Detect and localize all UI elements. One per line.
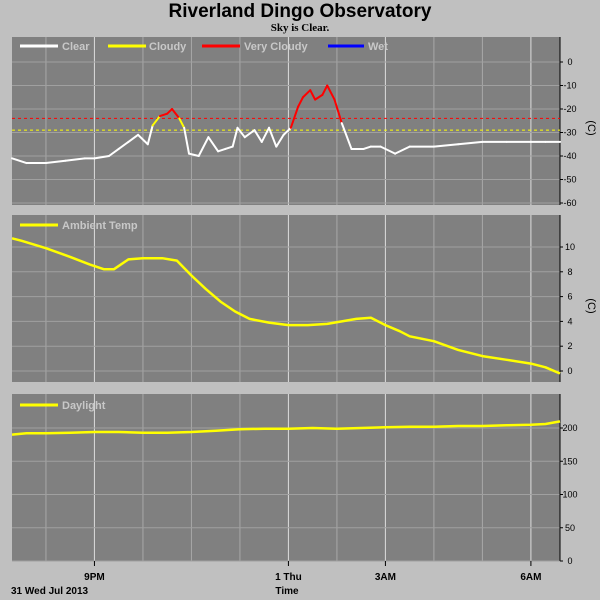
legend-wet: Wet xyxy=(368,41,388,53)
sky-temp-segment xyxy=(457,140,484,146)
daylight-legend: Daylight xyxy=(20,400,106,412)
sky-temp-segment xyxy=(282,126,292,136)
legend-very-cloudy: Very Cloudy xyxy=(244,41,308,53)
ytick-label: 200 xyxy=(562,423,577,433)
sky-temp-segment xyxy=(178,117,186,129)
date-label: 31 Wed Jul 2013 xyxy=(11,586,89,597)
sky-temp-segment xyxy=(107,147,120,157)
sky-temp-segment xyxy=(117,140,130,150)
sky-temp-segment xyxy=(158,112,169,118)
ambient-temp-line xyxy=(11,237,561,375)
sky-temp-segment xyxy=(394,145,411,155)
sky-temp-segment xyxy=(197,136,210,157)
ytick-label: -10 xyxy=(563,81,576,91)
data-marks xyxy=(11,84,561,436)
sky-panel-bg xyxy=(12,37,560,205)
page-title: Riverland Dingo Observatory xyxy=(168,1,432,22)
sky-temp-segment xyxy=(260,126,271,143)
sky-temp-segment xyxy=(166,108,174,115)
sky-temp-segment xyxy=(333,98,343,125)
ytick-label: -60 xyxy=(563,198,576,208)
sky-temp-segment xyxy=(432,143,460,148)
ytick-label: 0 xyxy=(567,57,572,67)
sky-temp-segment xyxy=(93,155,110,160)
sky-temp-segment xyxy=(11,157,28,165)
sky-temp-segment xyxy=(64,157,86,162)
sky-temp-segment xyxy=(297,96,304,108)
sky-temp-segment xyxy=(314,93,324,101)
sky-temp-segment xyxy=(379,145,397,155)
ambient-ylabel: (C) xyxy=(585,298,597,313)
sky-temp-segment xyxy=(236,126,246,139)
sky-temp-segment xyxy=(231,126,239,148)
sky-temp-segment xyxy=(217,147,227,153)
daylight-panel-bg xyxy=(12,394,560,561)
x-axis-label: Time xyxy=(275,586,299,597)
ytick-label: -50 xyxy=(563,175,576,185)
sky-temp-segment xyxy=(326,84,336,101)
sky-temp-segment xyxy=(44,159,67,165)
sky-status: Sky is Clear. xyxy=(270,22,330,34)
ytick-label: 10 xyxy=(565,242,575,252)
ambient-panel-bg xyxy=(12,215,560,382)
ytick-label: -20 xyxy=(563,104,576,114)
legend-cloudy: Cloudy xyxy=(149,41,187,53)
sky-temp-segment xyxy=(146,124,154,146)
sky-temp-segment xyxy=(171,108,181,120)
sky-temp-segment xyxy=(253,129,263,143)
sky-temp-segment xyxy=(243,129,256,139)
daylight-line xyxy=(11,420,561,436)
ytick-label: 50 xyxy=(565,523,575,533)
sky-temp-segment xyxy=(309,89,317,101)
ytick-label: 0 xyxy=(567,556,572,566)
legend-daylight: Daylight xyxy=(62,400,106,412)
ytick-label: 8 xyxy=(567,267,572,277)
sky-temp-segment xyxy=(268,126,278,148)
sky-legend: Clear Cloudy Very Cloudy Wet xyxy=(20,41,388,53)
sky-temp-segment xyxy=(275,133,285,148)
sky-temp-segment xyxy=(151,115,161,127)
ytick-label: -40 xyxy=(563,151,576,161)
sky-temp-segment xyxy=(321,84,329,96)
ytick-label: 4 xyxy=(567,316,572,326)
gridlines xyxy=(12,37,560,562)
xtick-label: 9PM xyxy=(84,572,105,583)
ytick-label: 100 xyxy=(562,490,577,500)
sky-temp-segment xyxy=(340,122,353,150)
ytick-label: 2 xyxy=(567,341,572,351)
sky-temp-segment xyxy=(207,136,220,153)
xtick-label: 1 Thu xyxy=(275,572,302,583)
ytick-label: 6 xyxy=(567,292,572,302)
sky-temp-segment xyxy=(362,145,372,150)
ytick-label: 150 xyxy=(562,456,577,466)
sky-temp-segment xyxy=(137,133,149,146)
ytick-label: 0 xyxy=(567,366,572,376)
sky-temp-segment xyxy=(183,126,191,155)
sky-temp-segment xyxy=(127,133,140,143)
sky-temp-segment xyxy=(188,152,200,157)
ambient-legend: Ambient Temp xyxy=(20,220,138,232)
xtick-label: 6AM xyxy=(520,572,541,583)
sky-ylabel: (C) xyxy=(585,120,597,135)
sky-temp-segment xyxy=(224,145,234,150)
tick-labels: 0 -10 -20 -30 -40 -50 -60 10 8 6 4 2 0 200 150 100 50 0 9P… xyxy=(84,37,578,583)
legend-ambient-temp: Ambient Temp xyxy=(62,220,138,232)
legend-clear: Clear xyxy=(62,41,90,53)
ytick-label: -30 xyxy=(563,128,576,138)
sky-temp-segment xyxy=(301,89,312,99)
xtick-label: 3AM xyxy=(375,572,396,583)
sky-temp-segment xyxy=(289,105,300,129)
